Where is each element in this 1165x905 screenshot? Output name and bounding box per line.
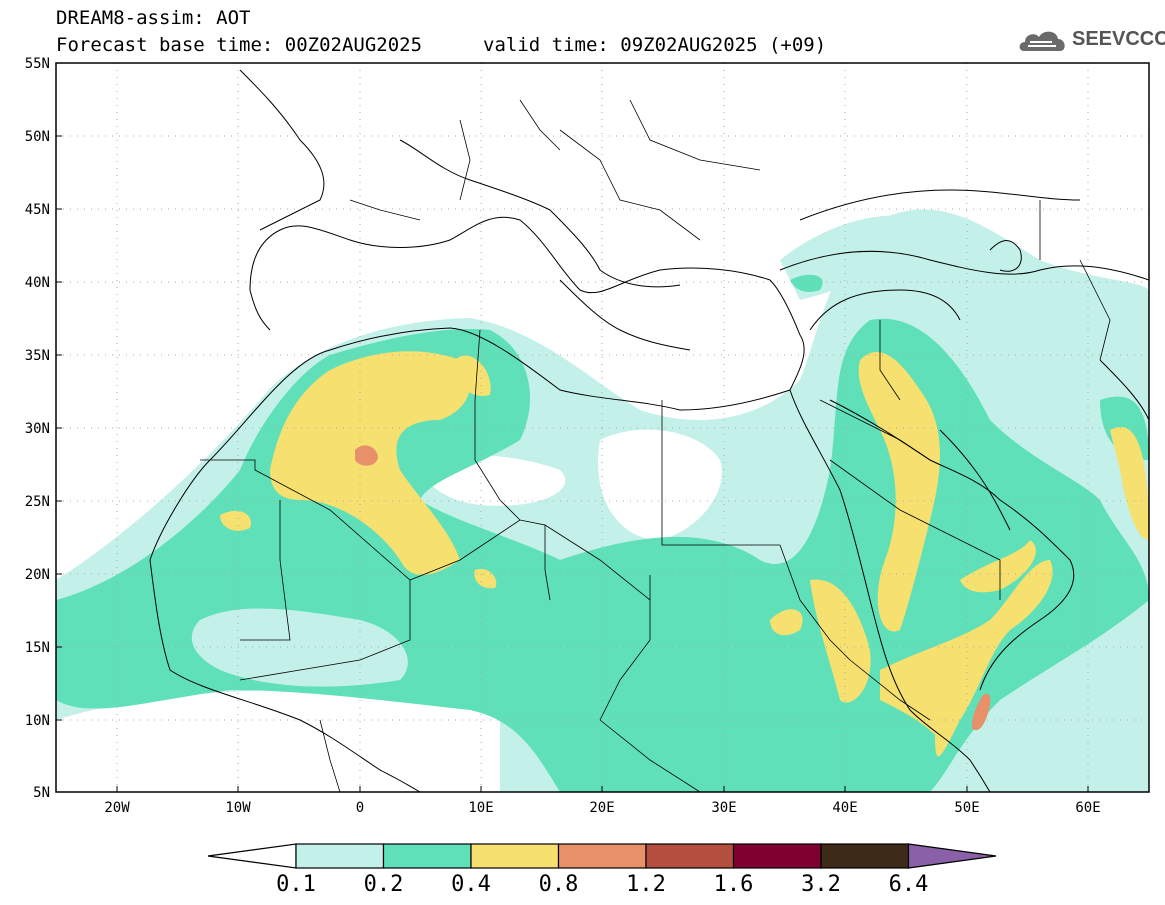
colorbar-label-0.8: 0.8 [539, 872, 579, 897]
seevccc-logo: SEEVCCC [1072, 28, 1165, 50]
colorbar [207, 843, 997, 869]
colorbar-label-3.2: 3.2 [801, 872, 841, 897]
colorbar-label-0.2: 0.2 [364, 872, 404, 897]
cloud-icon [1019, 31, 1065, 51]
lon-label-30e: 30E [711, 800, 736, 816]
forecast-base-time: Forecast base time: 00Z02AUG2025 [56, 34, 423, 56]
graticule [56, 63, 1149, 792]
lat-label-45n: 45N [25, 202, 50, 218]
colorbar-under-arrow [207, 843, 297, 869]
colorbar-label-0.4: 0.4 [451, 872, 491, 897]
lat-label-10n: 10N [25, 713, 50, 729]
lon-label-10e: 10E [468, 800, 493, 816]
lat-label-55n: 55N [25, 56, 50, 72]
colorbar-over-arrow [907, 843, 997, 869]
country-borders [200, 99, 1111, 792]
lat-label-35n: 35N [25, 348, 50, 364]
colorbar-label-6.4: 6.4 [889, 872, 929, 897]
lat-label-5n: 5N [33, 785, 50, 801]
colorbar-swatch-0.1-0.2 [295, 843, 385, 869]
colorbar-swatch-0.8-1.2 [557, 843, 647, 869]
map-title: DREAM8-assim: AOT [56, 7, 251, 29]
aot-band-0.8 [355, 445, 378, 466]
tick-marks [56, 135, 1089, 792]
colorbar-label-0.1: 0.1 [276, 872, 316, 897]
colorbar-label-1.2: 1.2 [626, 872, 666, 897]
colorbar-labels: 0.1 0.2 0.4 0.8 1.2 1.6 3.2 6.4 [276, 872, 928, 897]
colorbar-swatch-1.2-1.6 [645, 843, 735, 869]
lat-label-15n: 15N [25, 640, 50, 656]
colorbar-label-1.6: 1.6 [714, 872, 754, 897]
colorbar-swatch-0.2-0.4 [382, 843, 472, 869]
latitude-labels: 55N 50N 45N 40N 35N 30N 25N 20N 15N 10N … [25, 56, 50, 801]
valid-time: valid time: 09Z02AUG2025 (+09) [483, 34, 827, 56]
longitude-labels: 20W 10W 0 10E 20E 30E 40E 50E 60E [104, 800, 1100, 816]
lat-label-40n: 40N [25, 275, 50, 291]
colorbar-swatch-3.2-6.4 [820, 843, 910, 869]
lat-label-20n: 20N [25, 567, 50, 583]
lon-label-60e: 60E [1075, 800, 1100, 816]
lon-label-50e: 50E [954, 800, 979, 816]
lon-label-20e: 20E [589, 800, 614, 816]
colorbar-swatch-0.4-0.8 [470, 843, 560, 869]
lat-label-25n: 25N [25, 494, 50, 510]
colorbar-swatch-1.6-3.2 [732, 843, 822, 869]
lon-label-10w: 10W [225, 800, 251, 816]
lat-label-30n: 30N [25, 421, 50, 437]
lon-label-0: 0 [356, 800, 364, 816]
lon-label-40e: 40E [832, 800, 857, 816]
lat-label-50n: 50N [25, 129, 50, 145]
lon-label-20w: 20W [104, 800, 130, 816]
